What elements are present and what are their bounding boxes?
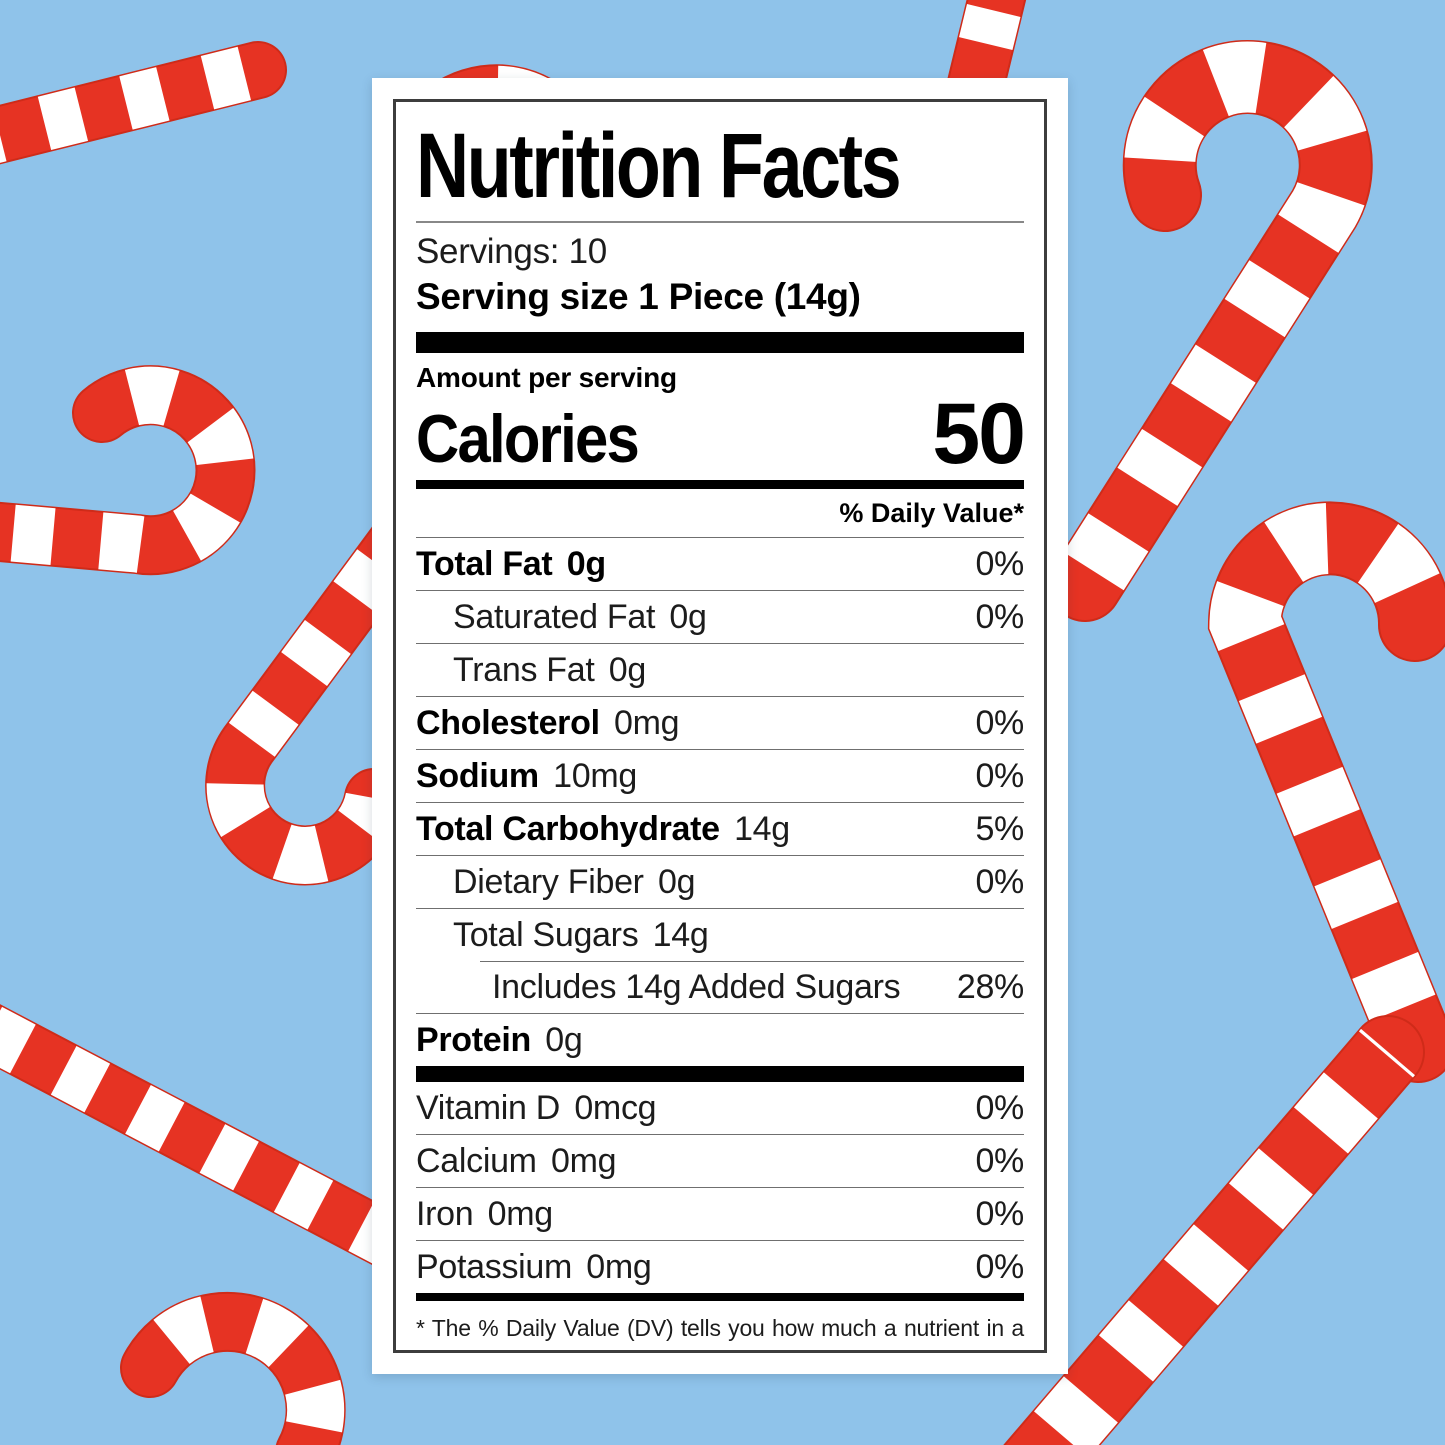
- amount-per-serving: Amount per serving: [416, 361, 677, 393]
- nutrient-dv: 0%: [975, 704, 1024, 743]
- nutrient-name: Vitamin D: [416, 1089, 561, 1128]
- nutrient-amount: 0mcg: [574, 1089, 657, 1128]
- nutrient-name: Trans Fat: [453, 651, 595, 690]
- nutrient-name: Includes 14g Added Sugars: [492, 968, 901, 1007]
- nutrient-name: Saturated Fat: [453, 598, 656, 637]
- nutrient-dv: 0%: [975, 757, 1024, 796]
- nutrition-card: Nutrition Facts Servings: 10 Serving siz…: [372, 78, 1068, 1374]
- candy-cane-left-middle: [0, 365, 256, 576]
- candy-cane-sliver-top: [945, 0, 1027, 121]
- title-divider: [416, 220, 1024, 223]
- candy-cane-right-middle: [1207, 501, 1445, 1083]
- nutrient-dv: 5%: [975, 810, 1024, 849]
- nutrient-dv: 0%: [975, 863, 1024, 902]
- servings-line: Servings: 10: [416, 231, 607, 271]
- nutrient-amount: 0mg: [487, 1195, 554, 1234]
- thick-divider-top: [416, 331, 1024, 353]
- nutrient-amount: 14g: [652, 916, 709, 955]
- nutrient-dv: 0%: [975, 545, 1024, 584]
- calories-label: Calories: [416, 400, 640, 477]
- medium-divider-bottom: [416, 1293, 1024, 1302]
- serving-size-line: Serving size 1 Piece (14g): [416, 276, 861, 318]
- candy-cane-staff-bottom-right: [1003, 1015, 1425, 1445]
- nutrient-row-total-sugars: Total Sugars 14g: [416, 909, 1024, 961]
- nutrient-amount: 0g: [657, 863, 696, 902]
- thick-divider-middle: [416, 1066, 1024, 1083]
- nutrient-row-total-carbohydrate: Total Carbohydrate 14g 5%: [416, 803, 1024, 857]
- nutrient-amount: 0mg: [614, 704, 680, 743]
- nutrient-amount: 0g: [669, 598, 707, 637]
- nutrient-dv: 0%: [975, 1195, 1024, 1234]
- nutrient-name: Cholesterol: [416, 704, 600, 743]
- nutrition-label: Nutrition Facts Servings: 10 Serving siz…: [393, 99, 1047, 1353]
- nutrient-row-added-sugars: Includes 14g Added Sugars 28%: [416, 961, 1024, 1015]
- nutrient-row-total-fat: Total Fat 0g 0%: [416, 538, 1024, 592]
- candy-cane-rod-bottom-left: [0, 1004, 431, 1277]
- candy-cane-rod-top-left: [0, 41, 287, 165]
- micronutrient-row-iron: Iron 0mg 0%: [416, 1188, 1024, 1242]
- nutrient-row-trans-fat: Trans Fat 0g: [416, 644, 1024, 698]
- candy-cane-crook-bottom: [120, 1291, 346, 1445]
- nutrient-dv: 0%: [975, 1089, 1024, 1128]
- daily-value-header: % Daily Value*: [416, 489, 1024, 539]
- nutrient-amount: 0mg: [550, 1142, 617, 1181]
- calories-value: 50: [932, 385, 1026, 482]
- nutrient-row-dietary-fiber: Dietary Fiber 0g 0%: [416, 856, 1024, 910]
- nutrient-row-cholesterol: Cholesterol 0mg 0%: [416, 697, 1024, 751]
- nutrient-dv: 0%: [975, 1248, 1024, 1287]
- micronutrient-row-potassium: Potassium 0mg 0%: [416, 1241, 1024, 1293]
- label-title: Nutrition Facts: [416, 115, 902, 217]
- nutrient-amount: 0g: [608, 651, 647, 690]
- nutrient-name: Total Carbohydrate: [416, 810, 720, 849]
- nutrient-row-protein: Protein 0g: [416, 1014, 1024, 1066]
- nutrient-name: Total Fat: [416, 545, 553, 584]
- candy-cane-top-right: [1048, 40, 1373, 622]
- nutrient-name: Total Sugars: [453, 916, 639, 955]
- nutrient-name: Calcium: [416, 1142, 537, 1181]
- nutrient-name: Sodium: [416, 757, 539, 796]
- nutrient-name: Protein: [416, 1021, 532, 1060]
- nutrient-amount: 0g: [545, 1021, 583, 1060]
- nutrient-dv: 0%: [975, 598, 1024, 637]
- medium-divider-calories: [416, 480, 1024, 490]
- nutrient-dv: 0%: [975, 1142, 1024, 1181]
- nutrient-row-sodium: Sodium 10mg 0%: [416, 750, 1024, 804]
- nutrient-dv: 28%: [956, 968, 1024, 1007]
- nutrient-amount: 0g: [566, 545, 606, 584]
- micronutrient-row-vitamin-d: Vitamin D 0mcg 0%: [416, 1082, 1024, 1136]
- nutrient-name: Potassium: [416, 1248, 573, 1287]
- candy-cane-j-left: [205, 512, 428, 886]
- nutrient-amount: 10mg: [553, 757, 637, 796]
- nutrient-amount: 0mg: [586, 1248, 652, 1287]
- calories-row: Calories 50: [416, 385, 1026, 482]
- micronutrient-row-calcium: Calcium 0mg 0%: [416, 1135, 1024, 1189]
- nutrient-name: Dietary Fiber: [453, 863, 644, 902]
- nutrient-name: Iron: [416, 1195, 474, 1234]
- daily-value-footnote: * The % Daily Value (DV) tells you how m…: [416, 1315, 1024, 1350]
- nutrient-amount: 14g: [734, 810, 790, 849]
- nutrient-row-saturated-fat: Saturated Fat 0g 0%: [416, 591, 1024, 645]
